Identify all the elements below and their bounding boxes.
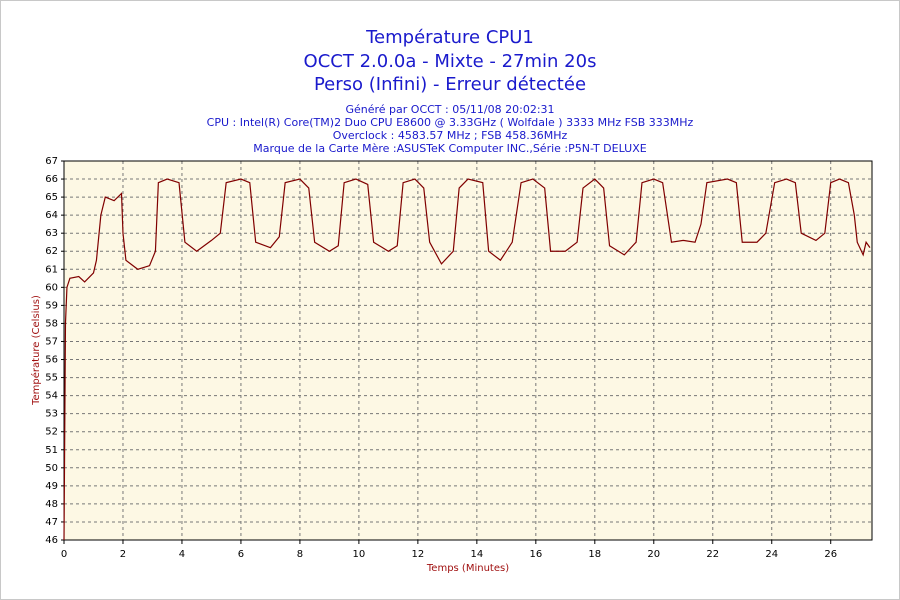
x-tick-label: 6 [238,549,244,560]
subtitle: Généré par OCCT : 05/11/08 20:02:31 [345,103,554,116]
x-tick-label: 24 [765,549,778,560]
x-tick-label: 4 [179,549,185,560]
y-tick-label: 61 [45,264,58,275]
x-tick-label: 26 [824,549,837,560]
y-tick-label: 63 [45,228,58,239]
x-tick-label: 2 [120,549,126,560]
y-tick-label: 55 [45,373,58,384]
x-tick-label: 0 [61,549,67,560]
y-tick-label: 53 [45,409,58,420]
x-tick-label: 8 [297,549,303,560]
y-tick-label: 46 [45,535,58,546]
x-tick-label: 10 [353,549,366,560]
y-tick-label: 62 [45,246,58,257]
y-tick-label: 60 [45,282,58,293]
y-tick-label: 67 [45,156,58,167]
x-tick-label: 20 [647,549,660,560]
x-tick-label: 12 [412,549,425,560]
subtitle: Marque de la Carte Mère :ASUSTeK Compute… [253,142,646,155]
chart-title: OCCT 2.0.0a - Mixte - 27min 20s [304,51,597,72]
y-tick-label: 56 [45,355,58,366]
y-tick-label: 50 [45,463,58,474]
chart-title: Température CPU1 [365,27,534,48]
x-axis-label: Temps (Minutes) [426,563,509,574]
y-tick-label: 59 [45,300,58,311]
y-tick-label: 52 [45,427,58,438]
y-tick-label: 66 [45,174,58,185]
y-tick-label: 58 [45,318,58,329]
y-tick-label: 64 [45,210,58,221]
plot-border [63,160,873,541]
y-tick-label: 65 [45,192,58,203]
y-tick-label: 47 [45,517,58,528]
y-tick-label: 51 [45,445,58,456]
y-tick-label: 57 [45,336,58,347]
y-tick-label: 54 [45,391,58,402]
subtitle: Overclock : 4583.57 MHz ; FSB 458.36MHz [333,129,568,142]
x-tick-label: 18 [588,549,601,560]
chart-title: Perso (Infini) - Erreur détectée [314,74,586,95]
subtitle: CPU : Intel(R) Core(TM)2 Duo CPU E8600 @… [207,116,694,129]
plot-area [64,161,872,540]
y-tick-label: 49 [45,481,58,492]
x-tick-label: 16 [529,549,542,560]
y-tick-label: 48 [45,499,58,510]
data-line [63,178,871,541]
x-tick-label: 14 [470,549,483,560]
x-tick-label: 22 [706,549,719,560]
y-axis-label: Température (Celsius) [30,295,42,406]
